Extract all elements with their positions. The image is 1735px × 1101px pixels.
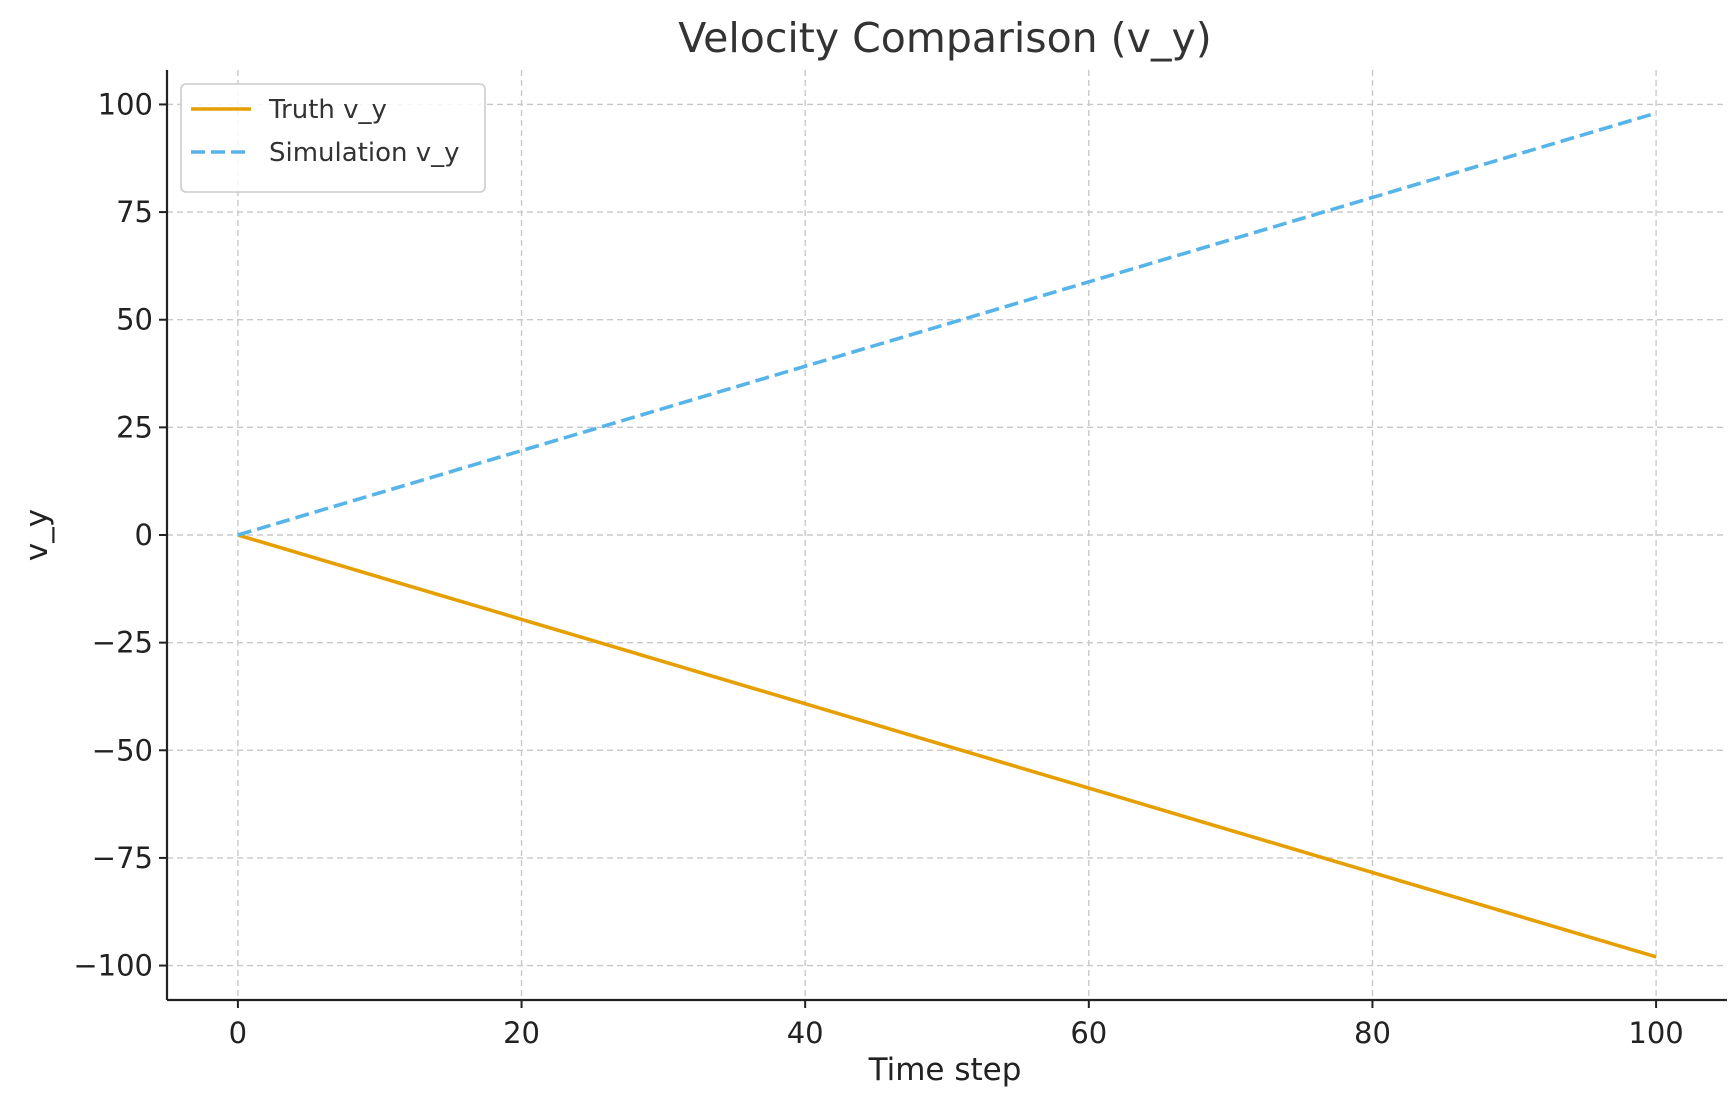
legend: Truth v_y Simulation v_y	[180, 83, 486, 193]
y-tick-label: 100	[98, 87, 153, 121]
x-tick-label: 20	[503, 1016, 540, 1050]
x-axis-ticks: 0 20 40 60 80 100	[229, 1000, 1684, 1050]
y-tick-label: 50	[116, 303, 153, 337]
y-tick-label: −50	[92, 733, 153, 767]
y-tick-label: 25	[116, 410, 153, 444]
series-line-1	[237, 111, 1657, 537]
x-tick-label: 100	[1628, 1016, 1683, 1050]
y-tick-label: 0	[135, 518, 153, 552]
x-tick-label: 40	[787, 1016, 824, 1050]
y-axis-label: v_y	[19, 509, 55, 561]
x-tick-label: 80	[1354, 1016, 1391, 1050]
x-tick-label: 60	[1070, 1016, 1107, 1050]
chart-title: Velocity Comparison (v_y)	[678, 14, 1211, 62]
y-axis-ticks: 100 75 50 25 0 −25 −50 −75 −100	[73, 87, 167, 983]
y-tick-label: −100	[73, 949, 153, 983]
grid	[167, 70, 1727, 1000]
series-line-0	[237, 533, 1657, 959]
legend-label-1: Simulation v_y	[269, 138, 460, 168]
x-tick-label: 0	[229, 1016, 247, 1050]
x-axis-label: Time step	[868, 1052, 1022, 1088]
legend-box	[180, 83, 486, 193]
y-tick-label: 75	[116, 195, 153, 229]
y-tick-label: −75	[92, 841, 153, 875]
y-tick-label: −25	[92, 626, 153, 660]
series-layer	[237, 111, 1657, 959]
legend-label-0: Truth v_y	[268, 95, 387, 125]
